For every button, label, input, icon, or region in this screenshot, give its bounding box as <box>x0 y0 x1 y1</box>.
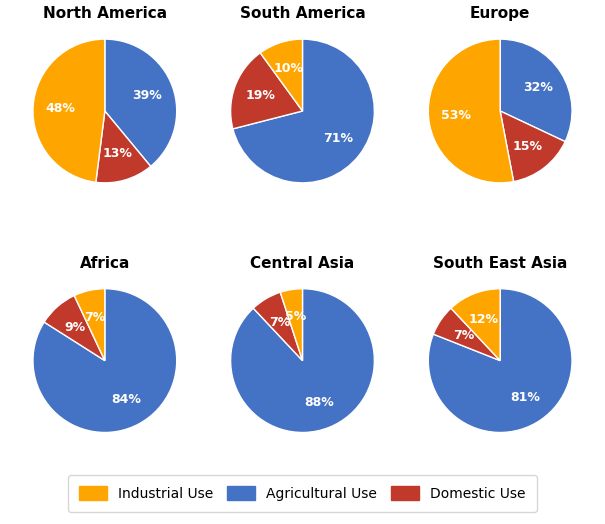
Text: 39%: 39% <box>132 90 162 102</box>
Wedge shape <box>33 39 105 182</box>
Wedge shape <box>500 39 572 141</box>
Text: 13%: 13% <box>102 147 132 160</box>
Wedge shape <box>451 289 500 361</box>
Text: 7%: 7% <box>269 316 290 329</box>
Wedge shape <box>233 39 374 183</box>
Wedge shape <box>44 296 105 361</box>
Text: 7%: 7% <box>85 311 106 324</box>
Text: 88%: 88% <box>304 396 334 409</box>
Wedge shape <box>231 289 374 432</box>
Title: North America: North America <box>43 6 167 21</box>
Wedge shape <box>428 289 572 432</box>
Wedge shape <box>253 292 302 361</box>
Text: 9%: 9% <box>65 321 86 334</box>
Wedge shape <box>428 39 514 183</box>
Title: South America: South America <box>240 6 365 21</box>
Legend: Industrial Use, Agricultural Use, Domestic Use: Industrial Use, Agricultural Use, Domest… <box>68 475 537 512</box>
Text: 19%: 19% <box>246 90 275 102</box>
Wedge shape <box>74 289 105 361</box>
Text: 53%: 53% <box>441 108 471 122</box>
Wedge shape <box>260 39 302 111</box>
Wedge shape <box>231 53 302 129</box>
Wedge shape <box>500 111 565 182</box>
Text: 32%: 32% <box>523 81 553 94</box>
Text: 81%: 81% <box>510 391 540 404</box>
Text: 15%: 15% <box>512 140 543 152</box>
Wedge shape <box>433 308 500 361</box>
Wedge shape <box>96 111 151 183</box>
Wedge shape <box>280 289 302 361</box>
Wedge shape <box>105 39 177 167</box>
Text: 84%: 84% <box>111 393 141 406</box>
Text: 12%: 12% <box>469 313 499 326</box>
Title: South East Asia: South East Asia <box>433 256 567 271</box>
Wedge shape <box>33 289 177 432</box>
Title: Central Asia: Central Asia <box>250 256 355 271</box>
Title: Europe: Europe <box>470 6 531 21</box>
Text: 10%: 10% <box>273 62 304 75</box>
Text: 71%: 71% <box>322 132 353 145</box>
Title: Africa: Africa <box>80 256 130 271</box>
Text: 48%: 48% <box>45 102 75 115</box>
Text: 7%: 7% <box>453 329 474 342</box>
Text: 5%: 5% <box>285 310 306 323</box>
